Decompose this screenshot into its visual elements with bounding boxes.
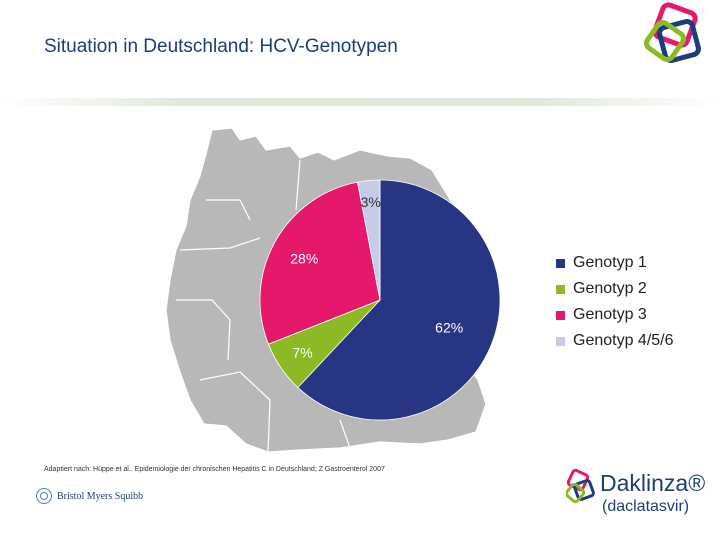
pie-data-label: 28% <box>290 250 318 266</box>
map-borders <box>176 159 351 453</box>
slide-title: Situation in Deutschland: HCV-Genotypen <box>44 36 398 57</box>
source-note: Adaptiert nach: Hüppe et al.. Epidemiolo… <box>44 466 385 473</box>
legend-swatch <box>556 310 565 320</box>
daklinza-subtitle: (daclatasvir) <box>602 498 690 515</box>
daklinza-mark-icon <box>566 468 595 504</box>
legend-item: Genotyp 3 <box>556 302 674 328</box>
legend: Genotyp 1 Genotyp 2 Genotyp 3 Genotyp 4/… <box>556 250 674 354</box>
pie-labels: 62% 7% 28% 3% <box>290 194 463 361</box>
pie-slice <box>357 179 381 301</box>
legend-label: Genotyp 3 <box>573 306 647 323</box>
pie-data-label: 3% <box>361 194 381 210</box>
pie-data-label: 7% <box>292 345 312 361</box>
legend-label: Genotyp 2 <box>573 280 647 297</box>
pie-slice <box>259 181 381 345</box>
legend-swatch <box>556 284 565 294</box>
header-divider <box>0 98 720 106</box>
legend-swatch <box>556 258 565 268</box>
legend-label: Genotyp 1 <box>573 254 647 271</box>
pie-data-label: 62% <box>435 319 463 335</box>
daklinza-logo: Daklinza® (daclatasvir) <box>566 464 716 524</box>
pie-chart <box>259 179 501 421</box>
legend-item: Genotyp 1 <box>556 250 674 276</box>
legend-label: Genotyp 4/5/6 <box>573 332 674 349</box>
daklinza-name: Daklinza® <box>600 470 706 496</box>
pie-slice <box>297 179 501 421</box>
bms-mark-icon <box>36 488 52 504</box>
legend-item: Genotyp 4/5/6 <box>556 328 674 354</box>
bms-logo-text: Bristol Myers Squibb <box>57 490 144 502</box>
bms-logo: Bristol Myers Squibb <box>36 488 143 504</box>
corner-logo-icon <box>643 2 701 63</box>
legend-item: Genotyp 2 <box>556 276 674 302</box>
legend-swatch <box>556 336 565 346</box>
